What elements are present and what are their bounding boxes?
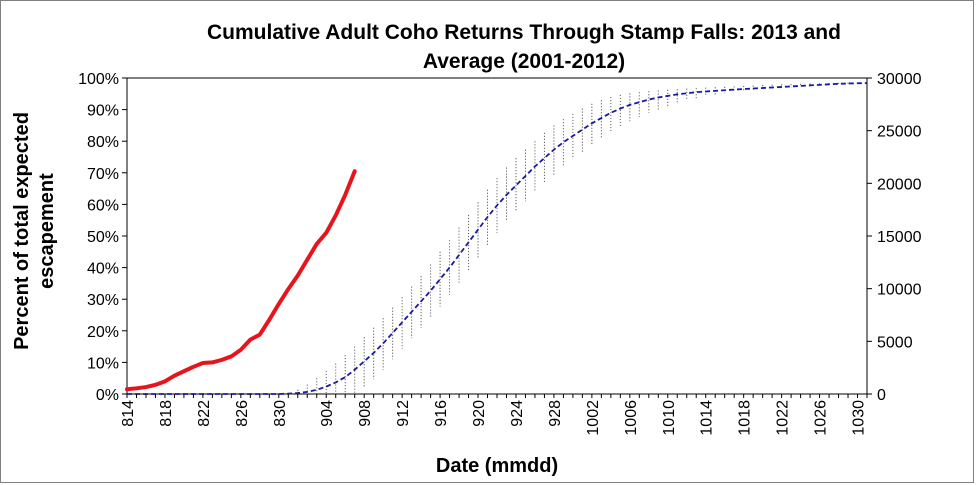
x-tick-label: 830 bbox=[272, 400, 289, 427]
x-tick-label: 814 bbox=[120, 400, 137, 427]
x-tick-label: 1030 bbox=[851, 400, 868, 436]
x-tick-label: 928 bbox=[547, 400, 564, 427]
x-tick-label: 822 bbox=[196, 400, 213, 427]
chart-title-line-1: Cumulative Adult Coho Returns Through St… bbox=[207, 21, 841, 44]
average-range-bars bbox=[287, 82, 868, 394]
y-left-tick-label: 40% bbox=[87, 261, 119, 278]
y-left-tick-label: 0% bbox=[96, 387, 119, 404]
average-line bbox=[127, 82, 868, 395]
x-tick-label: 1014 bbox=[699, 400, 716, 436]
plot-area bbox=[126, 77, 868, 395]
y-left-tick-label: 80% bbox=[87, 134, 119, 151]
y-left-tick-label: 100% bbox=[78, 71, 119, 88]
x-tick-label: 1018 bbox=[737, 400, 754, 436]
x-tick-label: 924 bbox=[509, 400, 526, 427]
y-right-tick-label: 10000 bbox=[877, 282, 922, 299]
y-axis-title-line-1: Percent of total expected bbox=[11, 112, 33, 350]
y-left-tick-label: 90% bbox=[87, 103, 119, 120]
x-tick-label: 818 bbox=[158, 400, 175, 427]
x-tick-label: 1006 bbox=[623, 400, 640, 436]
y-right-tick-label: 15000 bbox=[877, 229, 922, 246]
y-left-tick-label: 10% bbox=[87, 355, 119, 372]
x-tick-label: 1022 bbox=[775, 400, 792, 436]
y-right-tick-label: 30000 bbox=[877, 71, 922, 88]
y-right-tick-label: 0 bbox=[877, 387, 886, 404]
y-right-tick-label: 20000 bbox=[877, 176, 922, 193]
series-2013 bbox=[125, 169, 357, 392]
x-tick-label: 912 bbox=[395, 400, 412, 427]
x-tick-label: 1002 bbox=[585, 400, 602, 436]
y-axis-title-line-2: escapement bbox=[36, 173, 58, 289]
average-series bbox=[127, 82, 868, 395]
y-left-tick-label: 20% bbox=[87, 324, 119, 341]
y-left-tick-label: 50% bbox=[87, 229, 119, 246]
x-axis-title: Date (mmdd) bbox=[436, 455, 558, 477]
line-2013 bbox=[125, 169, 357, 392]
x-tick-label: 916 bbox=[433, 400, 450, 427]
x-tick-label: 1010 bbox=[661, 400, 678, 436]
x-tick-label: 920 bbox=[471, 400, 488, 427]
axis-ticks: 0% 10% 20% 30% 40% 50% 60% 70% 80% 90% 100% 0 5000 10… bbox=[78, 71, 922, 436]
y-left-tick-label: 70% bbox=[87, 166, 119, 183]
y-right-tick-label: 5000 bbox=[877, 334, 913, 351]
y-left-tick-label: 30% bbox=[87, 292, 119, 309]
chart-title-line-2: Average (2001-2012) bbox=[423, 50, 625, 73]
y-left-tick-label: 60% bbox=[87, 197, 119, 214]
x-tick-label: 904 bbox=[319, 400, 336, 427]
x-tick-label: 1026 bbox=[813, 400, 830, 436]
x-tick-label: 908 bbox=[357, 400, 374, 427]
y-right-tick-label: 25000 bbox=[877, 124, 922, 141]
x-tick-label: 826 bbox=[234, 400, 251, 427]
